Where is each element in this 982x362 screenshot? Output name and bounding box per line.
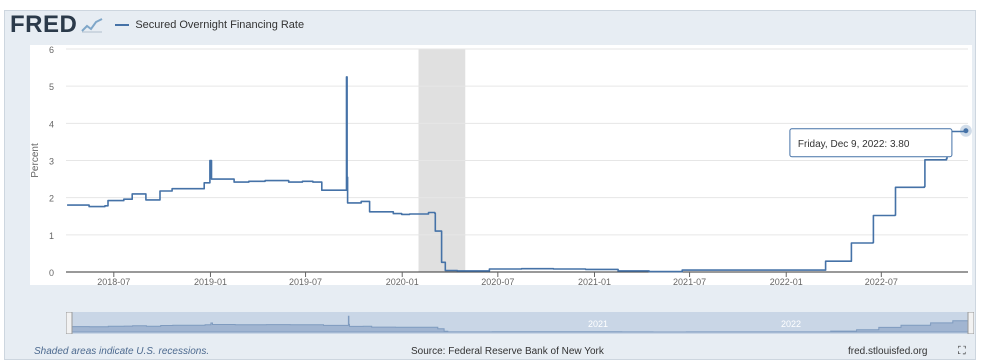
y-tick-label: 6 (49, 45, 54, 55)
y-tick-label: 5 (49, 82, 54, 92)
fullscreen-icon[interactable]: ⛶ (958, 345, 966, 357)
x-tick-label: 2020-07 (481, 277, 514, 285)
x-tick-label: 2019-07 (289, 277, 322, 285)
site-link[interactable]: fred.stlouisfed.org (848, 346, 928, 357)
tooltip-text: Friday, Dec 9, 2022: 3.80 (798, 139, 910, 150)
source-text: Source: Federal Reserve Bank of New York (411, 346, 604, 357)
chart-line-icon (81, 18, 103, 33)
plot-area[interactable]: 0 1 2 3 4 5 6 Percent 2018-07 2019-01 2019-07 2020-… (30, 45, 972, 285)
series-line (67, 76, 967, 273)
x-tick-label: 2021-01 (578, 277, 611, 285)
range-navigator[interactable]: 2021 2022 (66, 312, 974, 334)
x-tick-label: 2021-07 (673, 277, 706, 285)
x-tick-label: 2022-07 (865, 277, 898, 285)
navigator-svg[interactable]: 2021 2022 (66, 312, 974, 334)
x-tick-label: 2020-01 (386, 277, 419, 285)
navigator-series (66, 315, 973, 333)
x-tick-label: 2022-01 (770, 277, 803, 285)
y-tick-label: 4 (49, 119, 54, 129)
navigator-label: 2021 (588, 319, 608, 329)
navigator-handle-right (967, 312, 974, 334)
top-strip (0, 0, 982, 10)
x-tick-label: 2018-07 (97, 277, 130, 285)
navigator-handle-left (66, 312, 73, 334)
y-tick-label: 1 (49, 231, 54, 241)
legend-label: Secured Overnight Financing Rate (135, 19, 305, 31)
chart-svg[interactable]: 0 1 2 3 4 5 6 Percent 2018-07 2019-01 2019-07 2020-… (30, 45, 972, 285)
x-tick-label: 2019-01 (194, 277, 227, 285)
y-tick-label: 3 (49, 157, 54, 167)
y-tick-label: 0 (49, 268, 54, 278)
legend[interactable]: Secured Overnight Financing Rate (115, 19, 304, 31)
navigator-label: 2022 (781, 319, 801, 329)
recession-note: Shaded areas indicate U.S. recessions. (34, 346, 210, 357)
chart-header: FRED Secured Overnight Financing Rate (10, 11, 304, 38)
tooltip-box (789, 128, 953, 158)
y-axis-label: Percent (30, 143, 41, 178)
legend-swatch (115, 24, 130, 26)
y-tick-label: 2 (49, 194, 54, 204)
fred-logo[interactable]: FRED (10, 11, 78, 38)
hover-point (963, 128, 969, 134)
